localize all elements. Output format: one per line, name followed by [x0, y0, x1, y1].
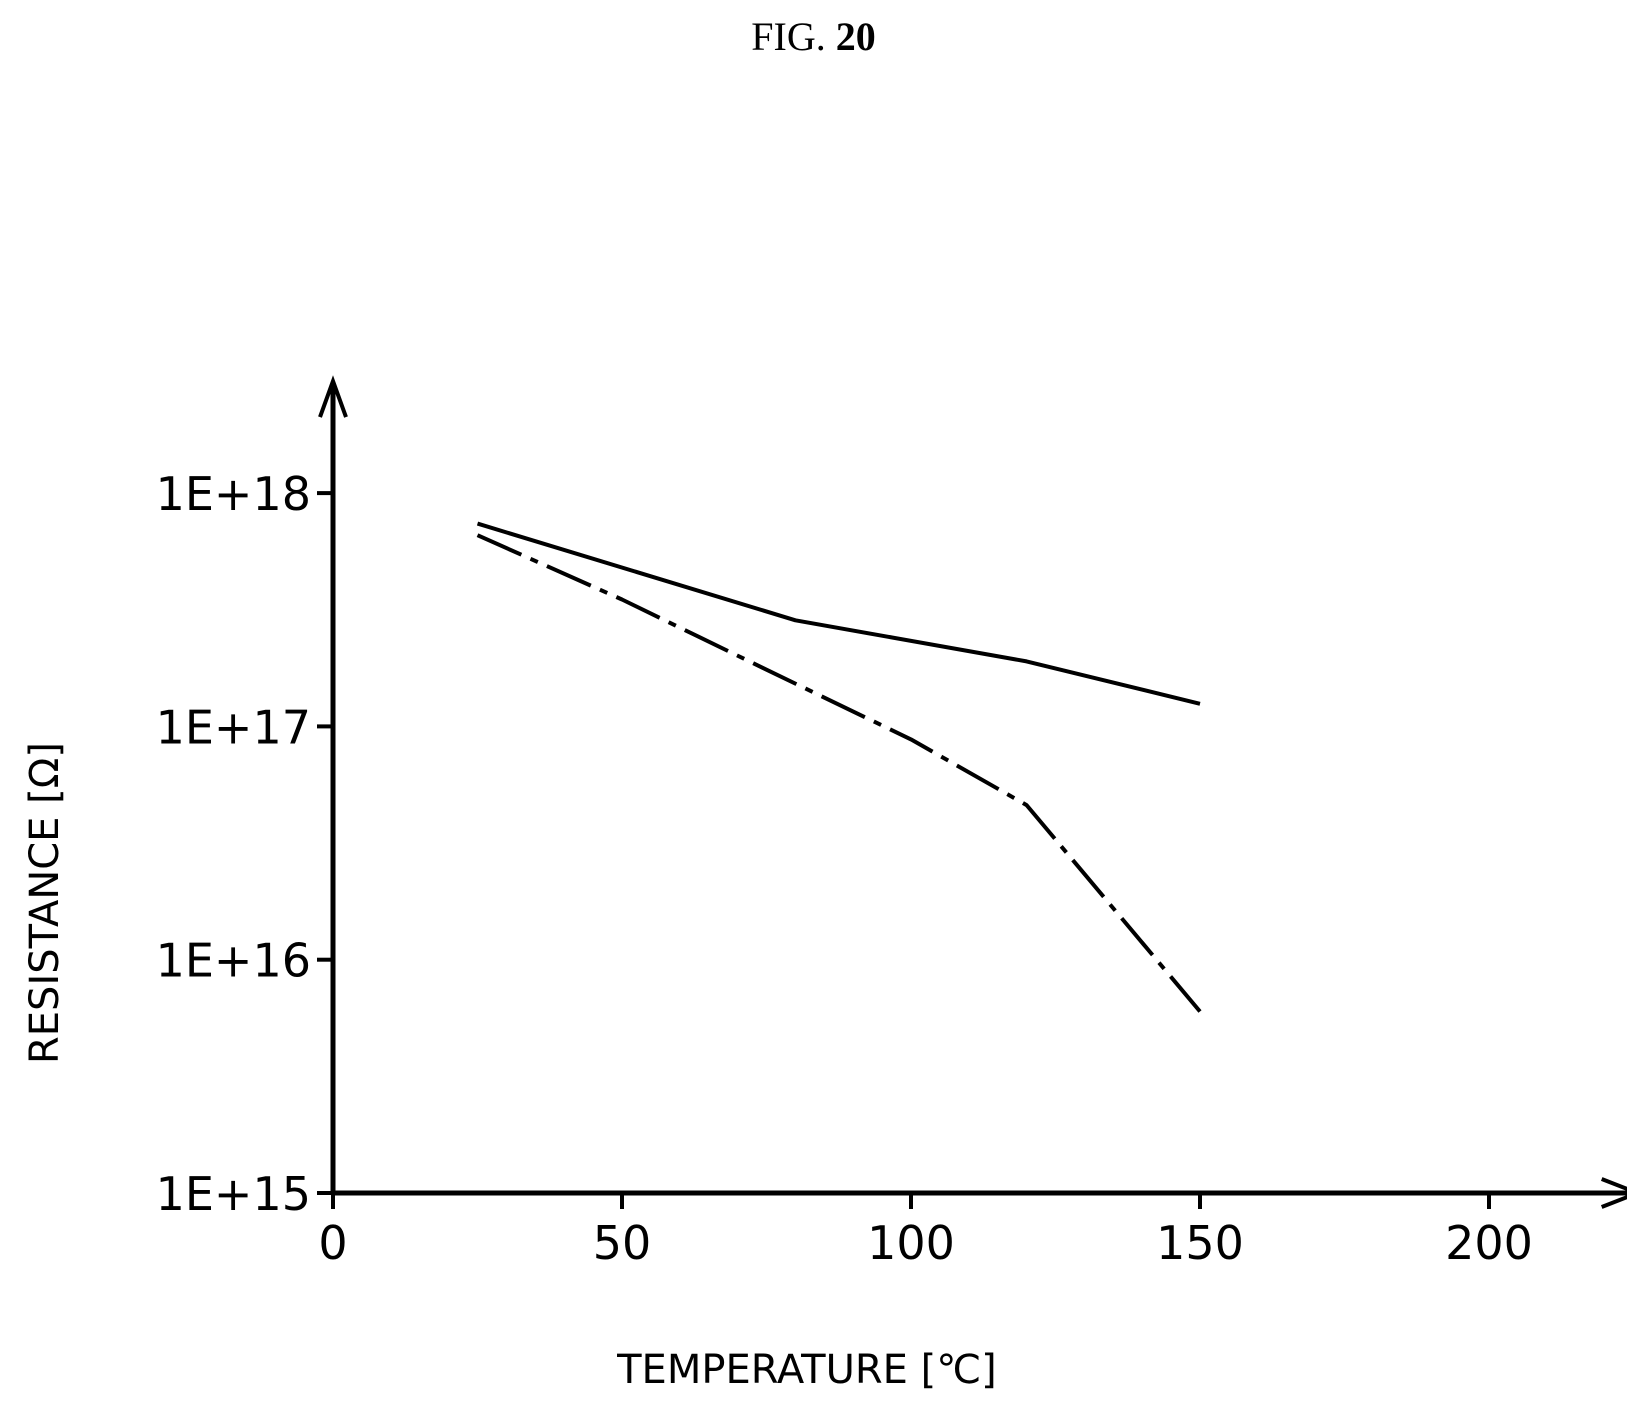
- figure-title: FIG. 20: [0, 12, 1627, 62]
- y-tick-label: 1E+18: [156, 467, 311, 521]
- figure-title-number: 20: [835, 14, 876, 59]
- figure-title-prefix: FIG.: [751, 14, 826, 59]
- y-axis-arrow-icon: [318, 375, 348, 418]
- x-tick-label: 0: [318, 1216, 347, 1270]
- x-tick-label: 200: [1445, 1216, 1533, 1270]
- y-tick-label: 1E+15: [156, 1167, 311, 1221]
- x-tick-label: 150: [1156, 1216, 1244, 1270]
- x-axis-label: TEMPERATURE [℃]: [616, 1347, 997, 1393]
- axes: [317, 375, 1627, 1209]
- y-tick-label: 1E+17: [156, 700, 311, 754]
- y-tick-label: 1E+16: [156, 934, 311, 988]
- x-axis-arrow-icon: [1600, 1177, 1627, 1209]
- series-line-2: [476, 533, 1202, 1013]
- series-group: [476, 521, 1202, 1013]
- x-tick-label: 50: [593, 1216, 652, 1270]
- x-tick-label: 100: [867, 1216, 955, 1270]
- tick-labels: 0 50 100 150 200 1E+15 1E+16 1E+17 1E+18: [156, 467, 1533, 1270]
- y-axis-label: RESISTANCE [Ω]: [22, 742, 68, 1064]
- series-line-1: [476, 521, 1201, 706]
